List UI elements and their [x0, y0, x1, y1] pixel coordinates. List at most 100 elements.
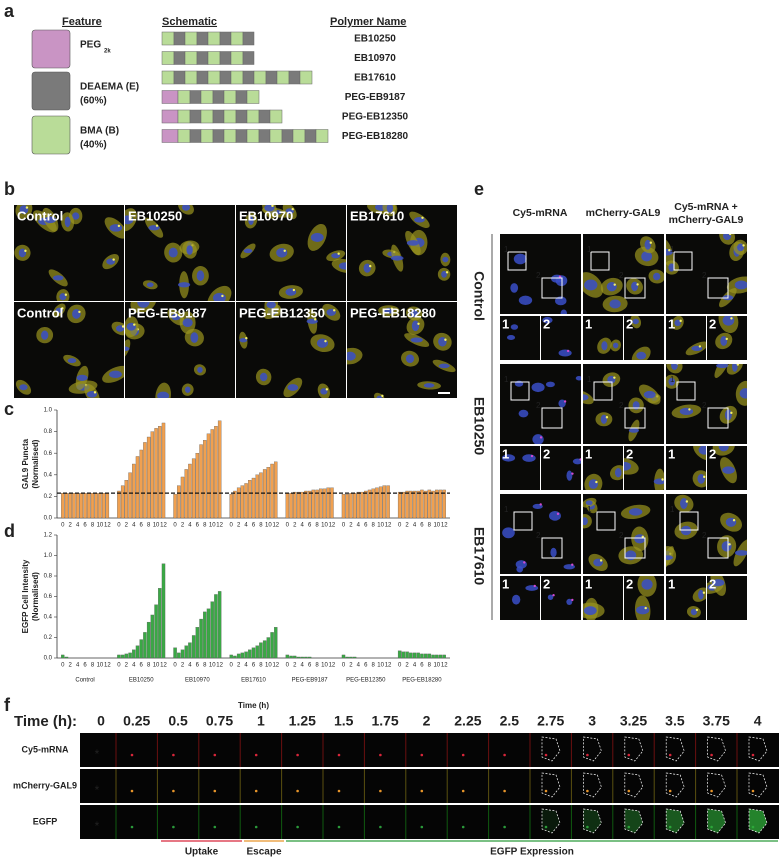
- bar: [143, 632, 147, 659]
- bar: [416, 652, 420, 659]
- time-point: 0.25: [123, 713, 150, 729]
- punctum: [563, 400, 567, 403]
- bar: [206, 433, 211, 519]
- punctum: [566, 349, 570, 353]
- bar: [64, 493, 69, 519]
- schematic-block: [246, 109, 260, 124]
- roi-label: 1: [670, 245, 675, 254]
- x-tick-label: 0: [117, 523, 121, 529]
- bar: [431, 654, 435, 659]
- nucleus: [679, 407, 694, 416]
- nucleus: [510, 283, 519, 293]
- nucleus: [71, 212, 80, 220]
- nucleus: [584, 279, 598, 291]
- schematic-block: [242, 31, 255, 46]
- feature-swatch: [31, 115, 71, 155]
- nucleus: [551, 274, 564, 283]
- bar: [161, 563, 166, 659]
- nucleus: [287, 384, 299, 391]
- x-tick-label: 10: [97, 523, 104, 529]
- roi-label: 2: [702, 271, 707, 280]
- x-tick-label: 10: [153, 663, 160, 669]
- bar: [397, 650, 402, 659]
- time-point: 0: [97, 713, 105, 729]
- row-label: Cy5-mRNA: [21, 744, 69, 754]
- x-tick-label: 4: [132, 523, 136, 529]
- asterisk: *: [95, 747, 100, 761]
- nucleus: [276, 247, 288, 258]
- punctum: [530, 454, 534, 458]
- x-axis-label: Time (h): [238, 701, 269, 710]
- cells: [514, 375, 581, 444]
- peg-block: [161, 90, 179, 104]
- micrograph: [541, 446, 581, 490]
- roi-label: 1: [670, 505, 675, 514]
- bar: [217, 591, 222, 659]
- schematic-block: [235, 109, 248, 124]
- cell-dot: [130, 753, 134, 757]
- bar: [259, 472, 263, 519]
- schematic-block: [173, 51, 186, 65]
- cell-dot: [586, 825, 589, 829]
- schematic-block: [235, 90, 248, 104]
- cells: [358, 205, 451, 281]
- x-tick-label: 10: [97, 663, 104, 669]
- roi-box: [541, 407, 563, 429]
- roi-box: [673, 251, 693, 271]
- bar: [210, 601, 214, 659]
- bar: [150, 431, 155, 519]
- nucleus: [723, 234, 732, 241]
- cell-outline: [707, 736, 726, 762]
- punctum: [421, 216, 424, 219]
- schematic-block: [276, 70, 290, 85]
- image-label: PEG-EB9187: [128, 305, 207, 320]
- punctum: [613, 283, 616, 286]
- punctum: [571, 598, 574, 602]
- bar: [61, 493, 65, 519]
- punctum: [314, 318, 317, 321]
- x-tick-label: 0: [342, 663, 346, 669]
- nucleus: [722, 316, 735, 326]
- nucleus: [59, 293, 67, 301]
- polymer-name: EB17610: [354, 73, 396, 84]
- schematic-block: [235, 129, 248, 143]
- nucleus: [666, 248, 673, 256]
- x-tick-label: 8: [315, 663, 319, 669]
- cell-dot: [668, 753, 672, 757]
- punctum: [688, 408, 691, 411]
- bar: [248, 649, 252, 659]
- x-tick-label: 0: [286, 663, 290, 669]
- cells: [583, 236, 664, 313]
- cell-dot: [420, 825, 424, 829]
- nucleus: [390, 255, 404, 261]
- x-tick-label: 6: [83, 663, 87, 669]
- nucleus: [248, 216, 254, 226]
- bar: [319, 488, 323, 519]
- cell-dot: [172, 789, 175, 793]
- nucleus: [423, 383, 435, 388]
- nucleus: [668, 377, 676, 386]
- bar: [128, 652, 132, 659]
- x-tick-label: 4: [301, 523, 305, 529]
- x-tick-label: 12: [329, 663, 336, 669]
- x-tick-label: 2: [69, 663, 73, 669]
- bar: [199, 444, 203, 519]
- bar: [397, 491, 402, 519]
- schematic-block: [292, 129, 306, 143]
- schematic-block: [242, 70, 255, 85]
- punctum: [133, 323, 136, 326]
- nucleus: [583, 394, 589, 401]
- schematic-block: [246, 129, 260, 143]
- image-bg: [500, 234, 581, 314]
- time-point: 2: [423, 713, 431, 729]
- cell-outline: [624, 736, 644, 762]
- nucleus: [739, 388, 747, 399]
- x-tick-label: 8: [372, 523, 376, 529]
- time-point: 0.75: [206, 713, 233, 729]
- nucleus: [674, 319, 681, 327]
- column-header: Cy5-mRNA: [513, 207, 568, 219]
- cell-dot: [254, 753, 258, 757]
- nucleus: [653, 478, 664, 485]
- schematic-block: [212, 129, 225, 143]
